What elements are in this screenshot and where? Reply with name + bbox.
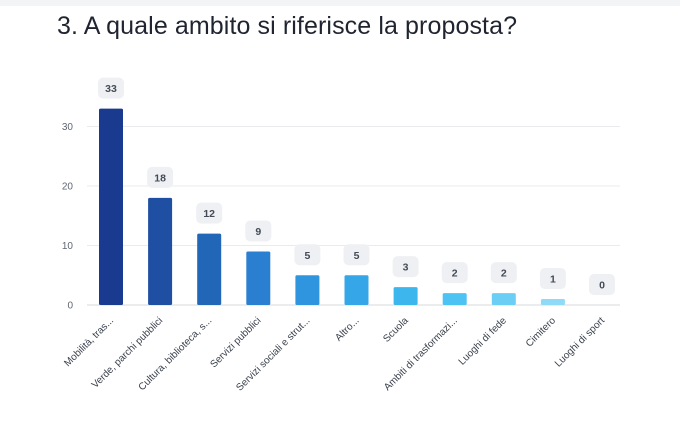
x-category-label: Luoghi di sport bbox=[553, 315, 607, 369]
data-label: 2 bbox=[501, 268, 507, 280]
value-badge-background bbox=[294, 244, 321, 266]
x-category-label: Mobilità, tras... bbox=[62, 315, 116, 369]
data-label: 5 bbox=[304, 250, 310, 262]
top-strip bbox=[0, 0, 680, 6]
bar bbox=[393, 287, 418, 305]
bar bbox=[197, 233, 222, 305]
value-badge: 2 bbox=[441, 262, 468, 284]
value-badge: 5 bbox=[294, 244, 321, 266]
value-badge-background bbox=[589, 274, 615, 295]
data-label: 1 bbox=[550, 274, 556, 286]
x-category-label: Altro... bbox=[333, 315, 361, 343]
bar bbox=[540, 299, 565, 305]
value-badge: 12 bbox=[196, 202, 223, 224]
bar bbox=[344, 275, 369, 305]
y-tick-label: 0 bbox=[67, 301, 73, 312]
bar bbox=[295, 275, 320, 305]
value-badge-background bbox=[98, 77, 124, 99]
value-badges: 33 18 12 9 5 5 3 2 2 1 0 bbox=[98, 77, 615, 295]
value-badge: 3 bbox=[392, 256, 419, 278]
data-label: 9 bbox=[255, 226, 261, 238]
data-label: 0 bbox=[599, 280, 605, 292]
value-badge-background bbox=[343, 244, 370, 266]
value-badge: 5 bbox=[343, 244, 370, 266]
question-title: 3. A quale ambito si riferisce la propos… bbox=[57, 12, 518, 40]
bars bbox=[99, 108, 565, 306]
data-label: 3 bbox=[403, 262, 409, 274]
bar bbox=[246, 251, 271, 305]
y-tick-label: 20 bbox=[62, 182, 74, 193]
data-label: 12 bbox=[203, 208, 215, 220]
data-label: 33 bbox=[105, 83, 117, 95]
value-badge-background bbox=[245, 220, 272, 242]
value-badge: 33 bbox=[98, 77, 124, 99]
x-category-label: Scuola bbox=[381, 315, 411, 345]
value-badge-background bbox=[490, 262, 517, 284]
value-badge: 0 bbox=[589, 274, 615, 295]
value-badge: 1 bbox=[539, 268, 566, 290]
value-badge: 18 bbox=[147, 166, 174, 188]
value-badge-background bbox=[196, 202, 223, 224]
x-category-label: Servizi pubblici bbox=[208, 315, 263, 370]
value-badge: 9 bbox=[245, 220, 272, 242]
y-tick-label: 10 bbox=[62, 241, 74, 252]
data-label: 2 bbox=[452, 268, 458, 280]
bar bbox=[148, 197, 173, 305]
x-category-label: Cimitero bbox=[524, 315, 558, 349]
data-label: 18 bbox=[154, 172, 166, 184]
bar bbox=[99, 108, 123, 306]
data-label: 5 bbox=[354, 250, 360, 262]
y-axis-ticks: 0 10 20 30 bbox=[62, 122, 74, 312]
value-badge: 2 bbox=[490, 262, 517, 284]
bar bbox=[442, 293, 467, 305]
y-tick-label: 30 bbox=[62, 122, 74, 133]
bar bbox=[491, 293, 516, 305]
value-badge-background bbox=[441, 262, 468, 284]
value-badge-background bbox=[147, 166, 174, 188]
x-axis-labels: Mobilità, tras...Verde, parchi pubbliciC… bbox=[62, 315, 607, 393]
value-badge-background bbox=[539, 268, 566, 290]
x-category-label: Luoghi di fede bbox=[457, 315, 510, 368]
value-badge-background bbox=[392, 256, 419, 278]
